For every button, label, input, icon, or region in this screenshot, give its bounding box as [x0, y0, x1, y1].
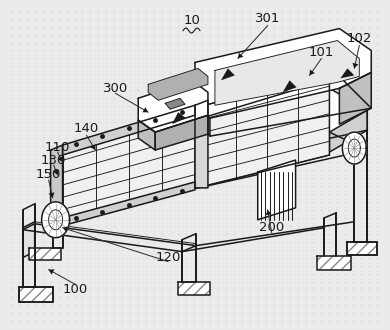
Polygon shape: [330, 110, 367, 152]
Polygon shape: [155, 115, 208, 150]
Polygon shape: [283, 81, 296, 92]
Polygon shape: [339, 72, 371, 124]
Polygon shape: [165, 98, 185, 109]
Polygon shape: [178, 281, 210, 295]
Polygon shape: [62, 226, 68, 232]
Polygon shape: [19, 287, 53, 302]
Polygon shape: [266, 210, 271, 215]
Text: 10: 10: [184, 14, 200, 27]
Polygon shape: [42, 202, 69, 238]
Text: 130: 130: [41, 153, 66, 167]
Polygon shape: [23, 222, 35, 258]
Polygon shape: [310, 70, 315, 75]
Polygon shape: [221, 68, 235, 81]
Polygon shape: [49, 192, 55, 198]
Text: 200: 200: [259, 221, 284, 234]
Text: 100: 100: [63, 283, 88, 296]
Text: 300: 300: [103, 82, 128, 95]
Polygon shape: [51, 145, 62, 232]
Polygon shape: [138, 120, 155, 150]
Polygon shape: [29, 248, 60, 260]
Polygon shape: [347, 242, 377, 255]
Polygon shape: [195, 102, 210, 136]
Polygon shape: [195, 29, 371, 118]
Polygon shape: [317, 256, 351, 270]
Polygon shape: [142, 107, 148, 112]
Polygon shape: [62, 182, 195, 226]
Polygon shape: [62, 105, 195, 155]
Polygon shape: [195, 100, 208, 188]
Polygon shape: [58, 156, 63, 162]
Polygon shape: [205, 72, 330, 186]
Polygon shape: [353, 63, 358, 68]
Polygon shape: [62, 108, 195, 222]
Text: 120: 120: [156, 251, 181, 264]
Text: 110: 110: [45, 141, 70, 153]
Polygon shape: [62, 168, 100, 210]
Text: 102: 102: [347, 32, 372, 45]
Polygon shape: [53, 169, 58, 175]
Polygon shape: [215, 41, 359, 105]
Polygon shape: [340, 68, 355, 78]
Polygon shape: [90, 144, 96, 150]
Polygon shape: [172, 112, 186, 124]
Polygon shape: [148, 68, 208, 100]
Polygon shape: [49, 269, 55, 275]
Text: 101: 101: [309, 46, 334, 59]
Polygon shape: [62, 88, 367, 188]
Polygon shape: [258, 160, 296, 220]
Polygon shape: [138, 81, 208, 132]
Polygon shape: [342, 132, 366, 164]
Polygon shape: [238, 53, 243, 58]
Text: 301: 301: [255, 12, 280, 25]
Text: 150: 150: [36, 168, 61, 182]
Text: 140: 140: [74, 122, 99, 135]
